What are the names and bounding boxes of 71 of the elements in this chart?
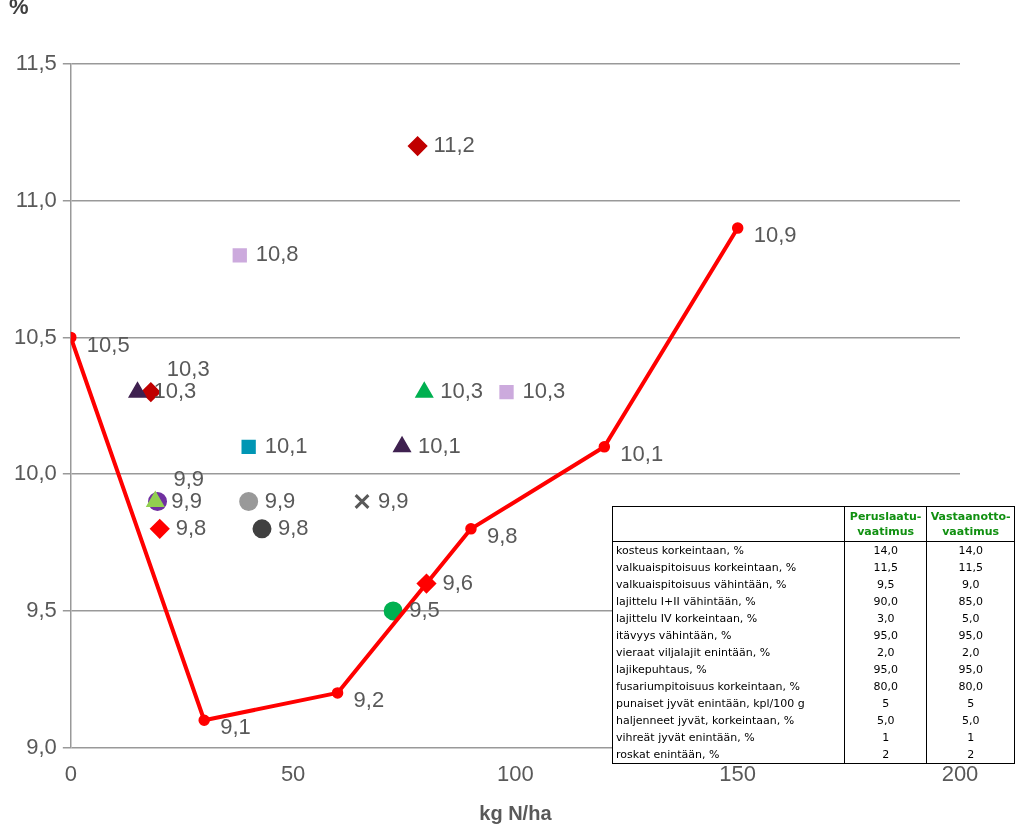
category-label: haljenneet jyvät, korkeintaan, % [616, 714, 795, 727]
x-tick-label: 200 [941, 760, 979, 786]
category-label: lajittelu IV korkeintaan, % [616, 612, 758, 625]
data-label: 10,3 [440, 378, 484, 404]
text: 14,0 [873, 544, 898, 557]
text: 95,0 [958, 663, 983, 676]
category-label: valkuaispitoisuus vähintään, % [616, 578, 787, 591]
text: 95,0 [873, 629, 898, 642]
text: 2,0 [876, 646, 895, 659]
data-label: 10,3 [166, 356, 210, 382]
data-label: 9,8 [175, 514, 207, 540]
x-axis-title: kg N/ha [479, 801, 553, 824]
text: 85,0 [958, 595, 983, 608]
text: 11,5 [873, 561, 898, 574]
x-tick-label: 150 [719, 760, 757, 786]
data-label: 9,9 [378, 487, 409, 513]
data-label: 9,2 [353, 686, 385, 712]
data-label: 10,3 [522, 378, 566, 404]
category-label: lajittelu I+II vähintään, % [616, 595, 756, 608]
category-label: itävyys vähintään, % [616, 629, 732, 642]
y-tick-label: 10,0 [13, 460, 57, 486]
text: 2 [882, 748, 890, 761]
category-label: punaiset jyvät enintään, kpl/100 g [616, 697, 805, 710]
text: 95,0 [958, 629, 983, 642]
data-label: 9,8 [277, 514, 309, 540]
text: 1 [882, 731, 890, 744]
text: 5 [967, 697, 975, 710]
data-label: 10,1 [418, 432, 461, 458]
data-label: 9,9 [264, 487, 296, 513]
x-tick-label: 50 [280, 760, 306, 786]
x-tick-label: 0 [64, 760, 77, 786]
text: 5 [882, 697, 890, 710]
y-tick-label: 11,5 [15, 50, 57, 76]
text: 9,0 [961, 578, 980, 591]
data-label: 10,1 [264, 432, 308, 458]
text: 11,5 [958, 561, 983, 574]
text: 14,0 [958, 544, 983, 557]
text: 3,0 [876, 612, 895, 625]
category-label: valkuaispitoisuus korkeintaan, % [616, 561, 797, 574]
text: 90,0 [873, 595, 898, 608]
category-label: fusariumpitoisuus korkeintaan, % [616, 680, 800, 693]
text: 95,0 [873, 663, 898, 676]
text: 1 [967, 731, 975, 744]
category-label: kosteus korkeintaan, % [616, 544, 744, 557]
category-label: vieraat viljalajit enintään, % [616, 646, 771, 659]
text: 5,0 [961, 714, 980, 727]
text: 80,0 [958, 680, 983, 693]
category-label: Vastaanotto- vaatimus [926, 506, 1015, 542]
text: 5,0 [961, 612, 980, 625]
y-tick-label: 10,5 [13, 323, 57, 349]
category-label: vihreät jyvät enintään, % [616, 731, 755, 744]
y-tick-label: 9,5 [26, 596, 57, 622]
text: 80,0 [873, 680, 898, 693]
data-label: 10,5 [86, 331, 130, 357]
data-label: 10,9 [753, 222, 797, 248]
data-label: 9,8 [486, 522, 518, 548]
data-label: 10,1 [620, 440, 664, 466]
y-tick-label: 11,0 [15, 186, 57, 212]
text: 9,5 [876, 578, 895, 591]
data-label: 11,2 [433, 132, 475, 158]
category-label: lajikepuhtaus, % [616, 663, 707, 676]
text: 2 [967, 748, 975, 761]
x-tick-label: 100 [497, 760, 534, 786]
data-label: 9,1 [220, 714, 251, 740]
data-label: 10,8 [255, 241, 299, 267]
text: 2,0 [961, 646, 980, 659]
category-label: roskat enintään, % [616, 748, 720, 761]
text: 5,0 [876, 714, 895, 727]
y-tick-label: 9,0 [26, 733, 57, 759]
category-label: Peruslaatu- vaatimus [844, 506, 927, 542]
data-label: 9,6 [442, 569, 474, 595]
